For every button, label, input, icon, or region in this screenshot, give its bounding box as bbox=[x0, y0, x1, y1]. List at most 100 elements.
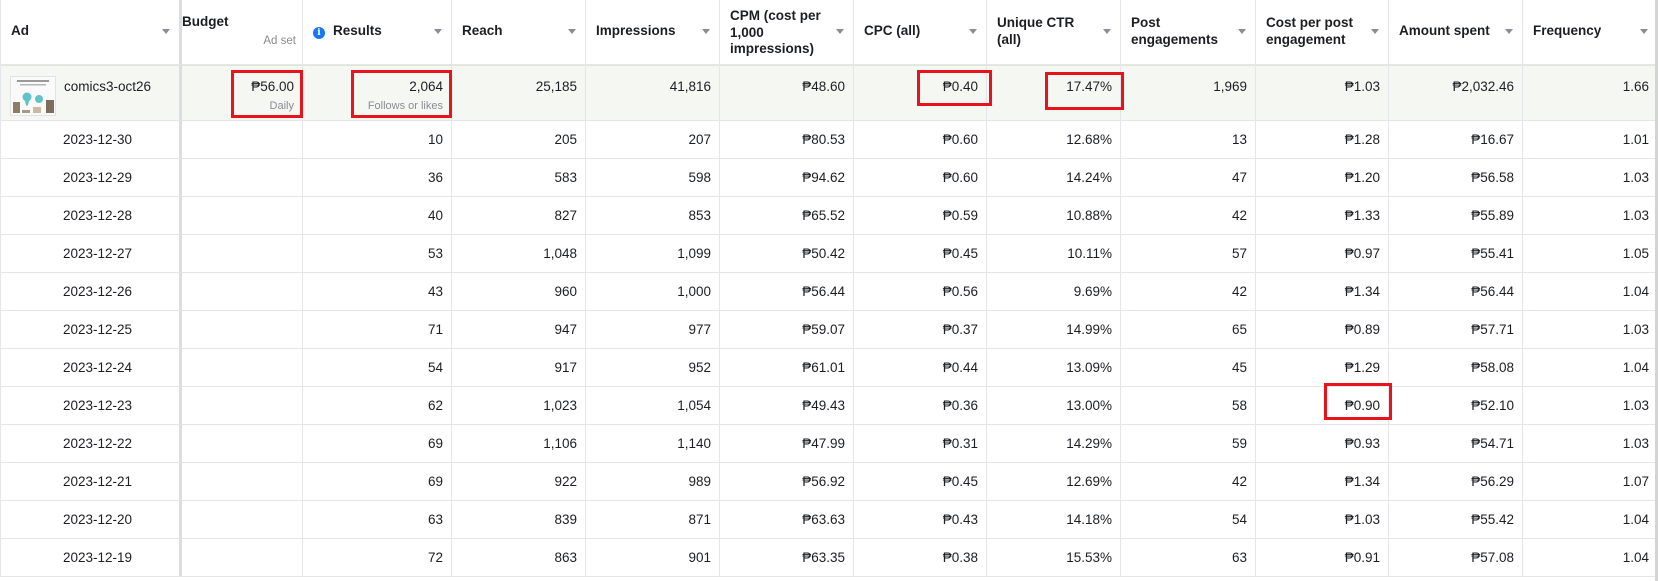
unique-ctr-cell: 14.99% bbox=[987, 311, 1121, 349]
column-header-frequency[interactable]: Frequency bbox=[1523, 0, 1658, 65]
ad-thumbnail[interactable] bbox=[10, 76, 56, 116]
reach-cell: 1,023 bbox=[452, 387, 586, 425]
cost-per-engagement-cell: ₱1.34 bbox=[1256, 273, 1389, 311]
budget-cell bbox=[182, 463, 303, 501]
column-header-ad[interactable]: Ad bbox=[0, 0, 182, 65]
table-row: 2023-12-27 53 1,048 1,099 ₱50.42 ₱0.45 10.11% 5… bbox=[0, 235, 1658, 273]
post-engagements-value: 54 bbox=[1231, 512, 1247, 527]
column-header-label: Ad bbox=[11, 23, 29, 38]
post-engagements-cell: 42 bbox=[1121, 197, 1256, 235]
cost-per-engagement-cell: ₱1.34 bbox=[1256, 463, 1389, 501]
budget-cell bbox=[182, 197, 303, 235]
cost-per-engagement-value: ₱1.34 bbox=[1344, 474, 1380, 489]
frequency-cell: 1.04 bbox=[1523, 273, 1658, 311]
impressions-value: 1,000 bbox=[677, 284, 711, 299]
cpc-value: ₱0.44 bbox=[942, 360, 978, 375]
vertical-scrollbar[interactable] bbox=[1655, 0, 1658, 581]
amount-spent-cell: ₱16.67 bbox=[1389, 121, 1523, 159]
reach-cell: 1,048 bbox=[452, 235, 586, 273]
cpc-cell: ₱0.56 bbox=[854, 273, 987, 311]
post-engagements-value: 42 bbox=[1231, 474, 1247, 489]
unique-ctr-value: 13.09% bbox=[1066, 360, 1112, 375]
date-cell: 2023-12-21 bbox=[0, 463, 182, 501]
cpm-value: ₱80.53 bbox=[802, 132, 845, 147]
ad-name-link[interactable]: comics3-oct26 bbox=[64, 79, 152, 94]
cpm-cell: ₱94.62 bbox=[720, 159, 854, 197]
cpm-value: ₱61.01 bbox=[802, 360, 845, 375]
column-header-impressions[interactable]: Impressions bbox=[586, 0, 720, 65]
ad-summary-row[interactable]: comics3-oct26 ₱56.00 Daily 2,064 Follows… bbox=[0, 65, 1658, 121]
chevron-down-icon[interactable] bbox=[1640, 29, 1648, 34]
frequency-value: 1.03 bbox=[1622, 322, 1649, 337]
cpm-value: ₱65.52 bbox=[802, 208, 845, 223]
budget-cell bbox=[182, 121, 303, 159]
impressions-value: 952 bbox=[688, 360, 711, 375]
post-engagements-value: 42 bbox=[1231, 208, 1247, 223]
chevron-down-icon[interactable] bbox=[969, 29, 977, 34]
table-row: 2023-12-25 71 947 977 ₱59.07 ₱0.37 14.99% 65 ₱0.… bbox=[0, 311, 1658, 349]
chevron-down-icon[interactable] bbox=[1103, 29, 1111, 34]
row-date: 2023-12-22 bbox=[63, 436, 133, 451]
column-header-cpc[interactable]: CPC (all) bbox=[854, 0, 987, 65]
impressions-cell: 41,816 bbox=[586, 65, 720, 121]
column-header-sublabel: Ad set bbox=[263, 35, 296, 47]
amount-spent-cell: ₱56.44 bbox=[1389, 273, 1523, 311]
info-icon[interactable]: i bbox=[313, 27, 325, 39]
budget-value[interactable]: ₱56.00 bbox=[251, 79, 294, 94]
budget-cell bbox=[182, 311, 303, 349]
frequency-value: 1.03 bbox=[1622, 208, 1649, 223]
chevron-down-icon[interactable] bbox=[702, 29, 710, 34]
post-engagements-cell: 54 bbox=[1121, 501, 1256, 539]
column-header-reach[interactable]: Reach bbox=[452, 0, 586, 65]
column-header-cpm[interactable]: CPM (cost per 1,000 impressions) bbox=[720, 0, 854, 65]
column-header-results[interactable]: i Results bbox=[303, 0, 452, 65]
cpc-value: ₱0.40 bbox=[942, 79, 978, 94]
date-cell: 2023-12-23 bbox=[0, 387, 182, 425]
chevron-down-icon[interactable] bbox=[1505, 29, 1513, 34]
column-header-post-engagements[interactable]: Post engagements bbox=[1121, 0, 1256, 65]
reach-cell: 863 bbox=[452, 539, 586, 577]
column-header-unique-ctr[interactable]: Unique CTR (all) bbox=[987, 0, 1121, 65]
row-date: 2023-12-29 bbox=[63, 170, 133, 185]
chevron-down-icon[interactable] bbox=[162, 29, 170, 34]
chevron-down-icon[interactable] bbox=[836, 29, 844, 34]
unique-ctr-cell: 14.18% bbox=[987, 501, 1121, 539]
results-value: 62 bbox=[427, 398, 443, 413]
chevron-down-icon[interactable] bbox=[568, 29, 576, 34]
cpc-cell: ₱0.45 bbox=[854, 235, 987, 273]
column-header-amount-spent[interactable]: Amount spent bbox=[1389, 0, 1523, 65]
impressions-cell: 901 bbox=[586, 539, 720, 577]
amount-spent-value: ₱55.41 bbox=[1471, 246, 1514, 261]
results-type: Follows or likes bbox=[367, 100, 443, 112]
chevron-down-icon[interactable] bbox=[1371, 29, 1379, 34]
cost-per-engagement-cell: ₱1.33 bbox=[1256, 197, 1389, 235]
row-date: 2023-12-30 bbox=[63, 132, 133, 147]
cpm-cell: ₱48.60 bbox=[720, 65, 854, 121]
cpc-cell: ₱0.45 bbox=[854, 463, 987, 501]
table-row: 2023-12-29 36 583 598 ₱94.62 ₱0.60 14.24% 47 ₱1.… bbox=[0, 159, 1658, 197]
column-header-label: CPM (cost per 1,000 impressions) bbox=[730, 8, 821, 56]
column-header-cost-per-post-engagement[interactable]: Cost per post engagement bbox=[1256, 0, 1389, 65]
cpm-cell: ₱63.35 bbox=[720, 539, 854, 577]
budget-cell[interactable]: ₱56.00 Daily bbox=[182, 65, 303, 121]
reach-value: 583 bbox=[554, 170, 577, 185]
frequency-cell: 1.03 bbox=[1523, 387, 1658, 425]
post-engagements-value: 47 bbox=[1231, 170, 1247, 185]
frequency-cell: 1.03 bbox=[1523, 159, 1658, 197]
reach-cell: 583 bbox=[452, 159, 586, 197]
amount-spent-value: ₱57.71 bbox=[1471, 322, 1514, 337]
ad-cell[interactable]: comics3-oct26 bbox=[0, 65, 182, 121]
results-value: 36 bbox=[427, 170, 443, 185]
chevron-down-icon[interactable] bbox=[434, 29, 442, 34]
budget-cell bbox=[182, 539, 303, 577]
amount-spent-cell: ₱54.71 bbox=[1389, 425, 1523, 463]
amount-spent-value: ₱56.44 bbox=[1471, 284, 1514, 299]
impressions-value: 1,054 bbox=[677, 398, 711, 413]
frequency-value: 1.66 bbox=[1622, 79, 1649, 94]
column-header-budget[interactable]: Budget Ad set bbox=[182, 0, 303, 65]
frequency-value: 1.01 bbox=[1622, 132, 1649, 147]
cpm-cell: ₱50.42 bbox=[720, 235, 854, 273]
cpc-cell: ₱0.36 bbox=[854, 387, 987, 425]
chevron-down-icon[interactable] bbox=[1238, 29, 1246, 34]
reach-value: 1,023 bbox=[543, 398, 577, 413]
